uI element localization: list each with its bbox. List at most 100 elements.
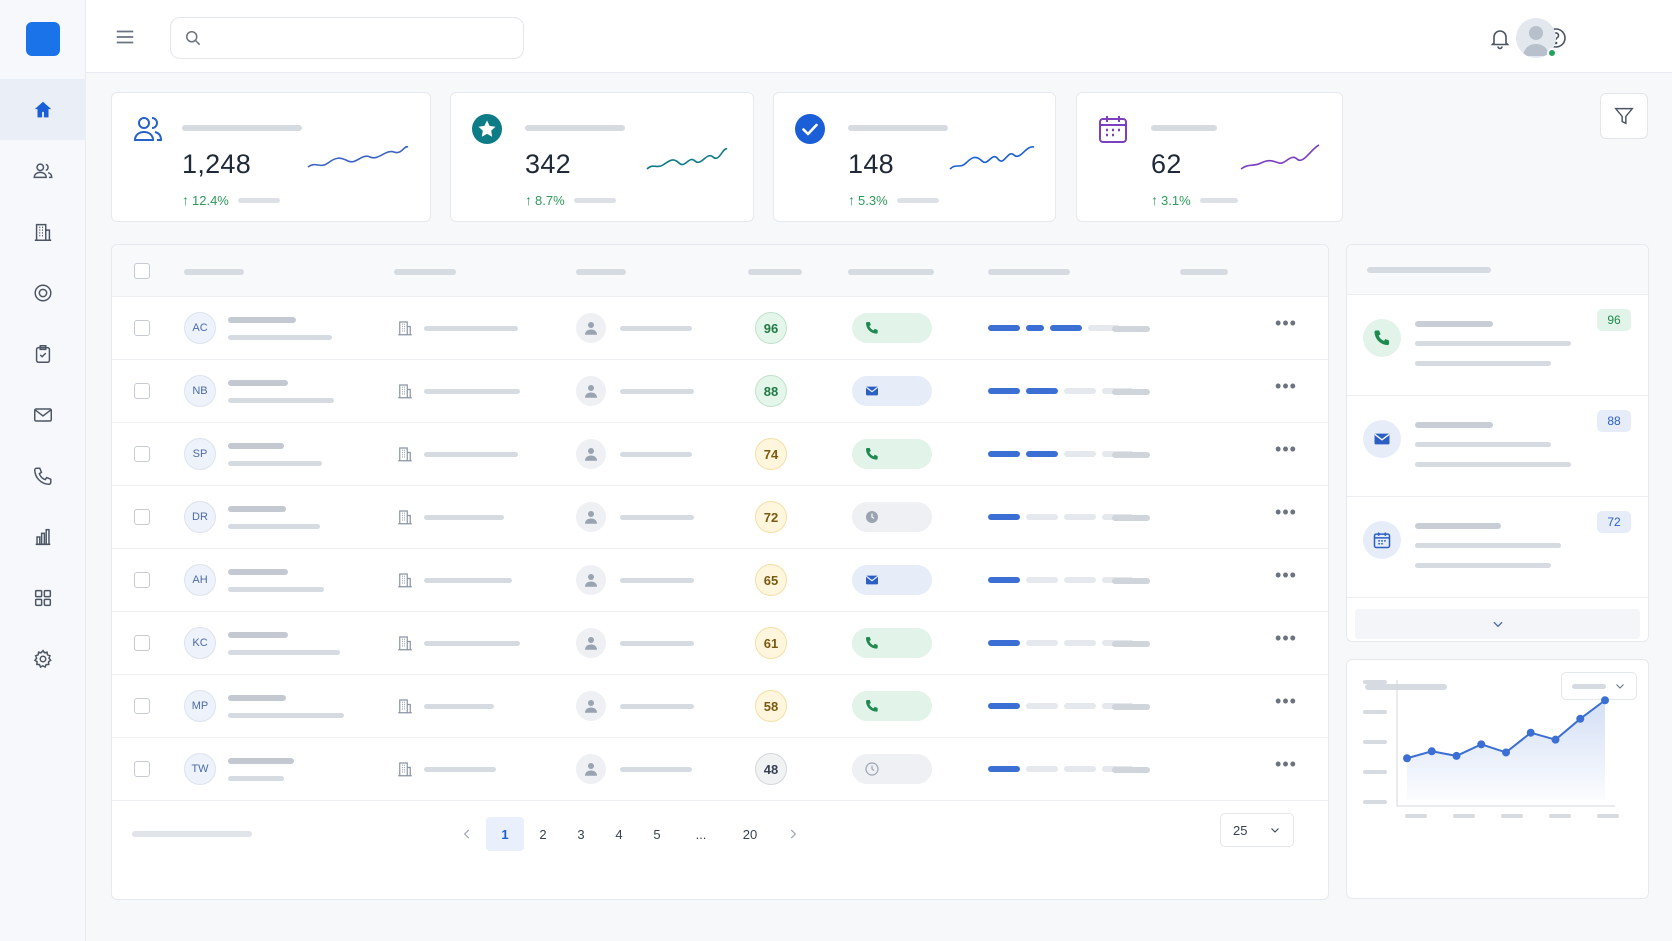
last-activity-status[interactable] (852, 754, 932, 784)
sidebar-item-calls[interactable] (0, 445, 86, 506)
activity-title-placeholder (1367, 267, 1491, 273)
row-checkbox[interactable] (134, 698, 150, 714)
table-row[interactable]: KC 61 ••• (112, 612, 1328, 675)
header-placeholder (394, 269, 456, 275)
sidebar-item-mail[interactable] (0, 384, 86, 445)
user-avatar[interactable] (1516, 18, 1556, 58)
last-activity-status[interactable] (852, 439, 932, 469)
sidebar-item-settings[interactable] (0, 628, 86, 689)
last-activity-status[interactable] (852, 691, 932, 721)
page-button[interactable]: 1 (486, 817, 524, 851)
star-badge-icon (472, 114, 502, 144)
data-point[interactable] (1526, 728, 1535, 737)
search-input[interactable] (211, 30, 511, 46)
row-actions-button[interactable]: ••• (1274, 629, 1298, 656)
row-checkbox[interactable] (134, 761, 150, 777)
last-activity-status[interactable] (852, 313, 932, 343)
row-checkbox[interactable] (134, 572, 150, 588)
last-activity-status[interactable] (852, 376, 932, 406)
stat-card-contacts[interactable]: 1,248 ↑ 12.4% (111, 92, 431, 222)
table-row[interactable]: AC 96 ••• (112, 297, 1328, 360)
activity-item[interactable]: 96 (1347, 295, 1648, 396)
arrow-up-icon: ↑ (1151, 192, 1158, 208)
data-point[interactable] (1452, 751, 1461, 760)
chart-range-select[interactable] (1561, 672, 1637, 700)
data-point[interactable] (1403, 754, 1411, 763)
activity-item[interactable]: 88 (1347, 396, 1648, 497)
activity-item[interactable]: 72 (1347, 497, 1648, 598)
row-checkbox[interactable] (134, 635, 150, 651)
sidebar-item-companies[interactable] (0, 201, 86, 262)
building-icon (398, 510, 412, 525)
app-logo[interactable] (26, 22, 60, 56)
data-point[interactable] (1502, 748, 1510, 757)
prev-page-button[interactable] (448, 817, 486, 851)
data-point[interactable] (1477, 740, 1486, 749)
sidebar-item-tasks[interactable] (0, 323, 86, 384)
header-placeholder (988, 269, 1070, 275)
lead-score-badge: 58 (755, 690, 787, 722)
y-tick-label (1363, 800, 1387, 804)
sidebar-item-home[interactable] (0, 79, 86, 140)
header-placeholder (184, 269, 244, 275)
per-page-value: 25 (1233, 822, 1248, 838)
row-checkbox[interactable] (134, 383, 150, 399)
last-activity-status[interactable] (852, 628, 932, 658)
row-checkbox[interactable] (134, 446, 150, 462)
table-row[interactable]: NB 88 ••• (112, 360, 1328, 423)
page-button[interactable]: 3 (577, 826, 585, 842)
filter-button[interactable] (1600, 93, 1648, 139)
page-button[interactable]: 2 (539, 826, 547, 842)
menu-button[interactable] (114, 26, 136, 48)
sidebar-item-goals[interactable] (0, 262, 86, 323)
sidebar (0, 0, 86, 941)
table-row[interactable]: MP 58 ••• (112, 675, 1328, 738)
sidebar-item-apps[interactable] (0, 567, 86, 628)
sidebar-item-reports[interactable] (0, 506, 86, 567)
rows-per-page-select[interactable]: 25 (1220, 813, 1294, 847)
expand-activity-button[interactable] (1355, 609, 1640, 639)
next-page-button[interactable] (774, 817, 812, 851)
owner-avatar (576, 376, 606, 406)
last-activity-status[interactable] (852, 565, 932, 595)
row-actions-button[interactable]: ••• (1274, 755, 1298, 782)
page-button[interactable]: 5 (653, 826, 661, 842)
table-row[interactable]: AH 65 ••• (112, 549, 1328, 612)
row-actions-button[interactable]: ••• (1274, 566, 1298, 593)
last-activity-status[interactable] (852, 502, 932, 532)
search-box[interactable] (170, 17, 524, 59)
select-all-checkbox[interactable] (134, 263, 150, 279)
building-icon (398, 573, 412, 588)
row-actions-button[interactable]: ••• (1274, 692, 1298, 719)
row-actions-button[interactable]: ••• (1274, 503, 1298, 530)
phone-icon (866, 322, 878, 334)
owner-avatar (576, 691, 606, 721)
stat-card-completed[interactable]: 148 ↑ 5.3% (773, 92, 1056, 222)
stat-card-favorites[interactable]: 342 ↑ 8.7% (450, 92, 754, 222)
contact-initials-avatar: SP (184, 438, 216, 470)
page-button[interactable]: 4 (615, 826, 623, 842)
stat-card-meetings[interactable]: 62 ↑ 3.1% (1076, 92, 1343, 222)
table-row[interactable]: SP 74 ••• (112, 423, 1328, 486)
row-checkbox[interactable] (134, 509, 150, 525)
row-actions-button[interactable]: ••• (1274, 314, 1298, 341)
notifications-button[interactable] (1488, 26, 1512, 50)
progress-segment (988, 577, 1020, 583)
stat-delta: ↑ 12.4% (182, 192, 280, 208)
contact-email-placeholder (228, 587, 324, 592)
data-point[interactable] (1551, 735, 1560, 744)
row-actions-button[interactable]: ••• (1274, 440, 1298, 467)
header-placeholder (848, 269, 934, 275)
data-point[interactable] (1427, 747, 1436, 756)
table-row[interactable]: DR 72 ••• (112, 486, 1328, 549)
table-row[interactable]: TW 48 ••• (112, 738, 1328, 801)
sidebar-item-users[interactable] (0, 140, 86, 201)
row-checkbox[interactable] (134, 320, 150, 336)
data-point[interactable] (1576, 714, 1585, 723)
activity-icon-wrap (1363, 319, 1401, 357)
data-point[interactable] (1601, 696, 1609, 705)
bell-icon (1490, 30, 1510, 50)
page-button[interactable]: 20 (742, 826, 758, 842)
mail-icon (1374, 433, 1390, 445)
row-actions-button[interactable]: ••• (1274, 377, 1298, 404)
